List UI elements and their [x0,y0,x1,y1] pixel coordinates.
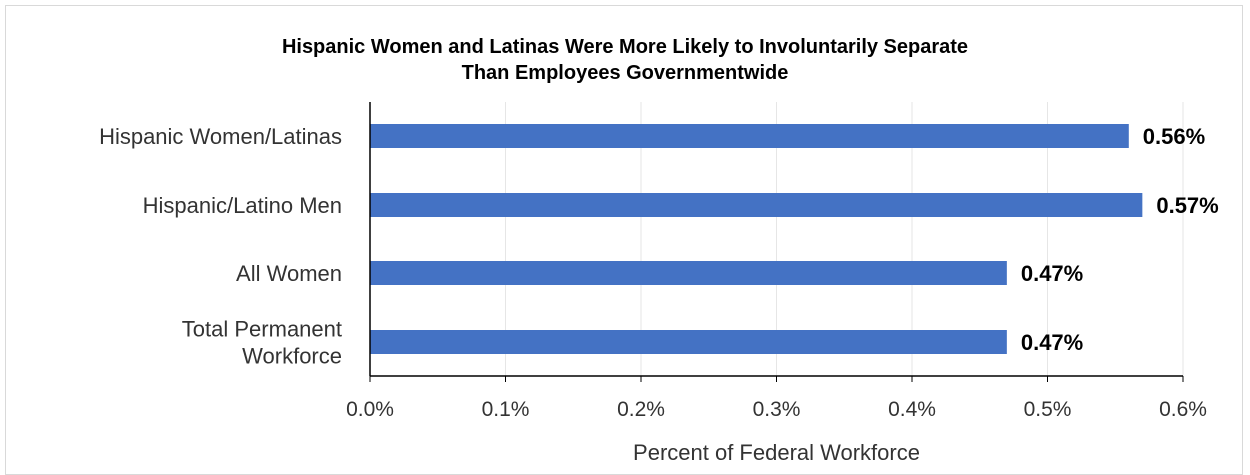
x-tick-label: 0.0% [346,398,394,421]
chart-title: Hispanic Women and Latinas Were More Lik… [0,34,1250,86]
data-label: 0.47% [1021,330,1083,355]
data-label: 0.56% [1143,124,1205,149]
bar [370,330,1007,354]
x-tick-label: 0.1% [482,398,530,421]
x-tick-label: 0.5% [1024,398,1072,421]
chart-frame [5,5,1243,475]
category-label: Total Permanent Workforce [182,317,342,369]
category-label: Hispanic Women/Latinas [99,124,342,149]
data-label: 0.47% [1021,261,1083,286]
category-label: All Women [236,261,342,286]
x-tick-label: 0.4% [888,398,936,421]
category-label: Hispanic/Latino Men [143,193,342,218]
category-label-line: Workforce [242,344,342,369]
labels: 0.0% 0.1% 0.2% 0.3% 0.4% 0.5% 0.6% 0.56% Hispani… [99,124,1219,421]
x-tick-label: 0.3% [753,398,801,421]
chart-title-line-1: Hispanic Women and Latinas Were More Lik… [281,36,969,58]
x-tick-label: 0.2% [617,398,665,421]
x-axis-title: Percent of Federal Workforce [633,440,920,465]
bar [370,193,1143,217]
category-label-line: Total Permanent [182,317,342,342]
x-tick-label: 0.6% [1159,398,1207,421]
bar [370,261,1007,285]
data-label: 0.57% [1156,193,1218,218]
bars [370,124,1143,354]
category-label-line: All Women [236,261,342,286]
axes [369,102,1184,382]
chart-title-line-2: Than Employees Governmentwide [461,62,789,84]
bar [370,124,1129,148]
category-label-line: Hispanic/Latino Men [143,193,342,218]
category-label-line: Hispanic Women/Latinas [99,124,342,149]
